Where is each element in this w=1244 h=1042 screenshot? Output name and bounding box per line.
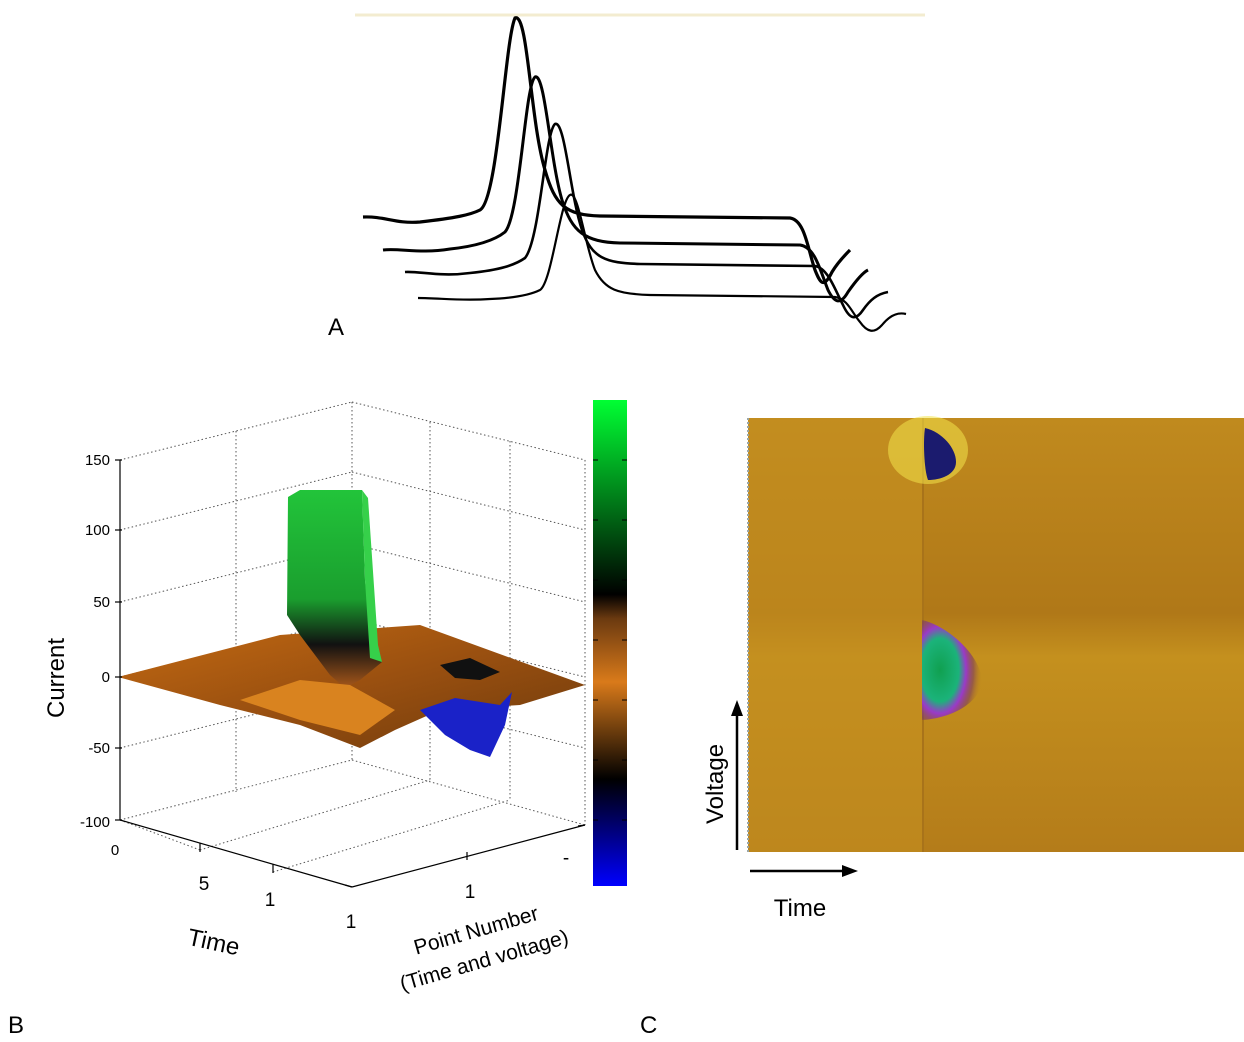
panel-b-3d-surface-plot: 150 100 50 0 -50 -100 0 5 1 1 1 - Curren… [0,380,640,1020]
point-tick-1: 1 [465,882,476,903]
panel-b-letter: B [8,1012,24,1040]
point-tick-0: 1 [346,912,357,933]
time-axis-label-c: Time [774,895,826,922]
z-tick-0: 150 [85,452,110,469]
time-axis-label: Time [185,924,242,961]
colorplot-left-strip [748,418,923,852]
z-tick-5: -100 [80,814,110,831]
time-tick-1: 5 [199,874,210,895]
panel-c-letter: C [640,1012,657,1040]
time-tick-0: 0 [111,842,119,859]
panel-c-color-plot: Voltage Time [680,400,1244,960]
waveform-3 [405,124,888,317]
voltage-axis-label: Voltage [702,744,729,824]
voltage-arrowhead [731,700,743,716]
z-tick-2: 50 [93,594,110,611]
panel-a-waveform-stack [0,0,1244,360]
z-tick-4: -50 [88,740,110,757]
point-tick-2: - [563,848,569,869]
panel-a-letter: A [328,314,344,342]
panel-b-surface [118,490,585,757]
z-tick-1: 100 [85,522,110,539]
colorbar [593,400,627,886]
time-tick-2: 1 [265,890,276,911]
z-tick-3: 0 [102,669,110,686]
time-arrowhead [842,865,858,877]
z-axis-label: Current [43,638,70,718]
waveform-2 [383,77,868,301]
